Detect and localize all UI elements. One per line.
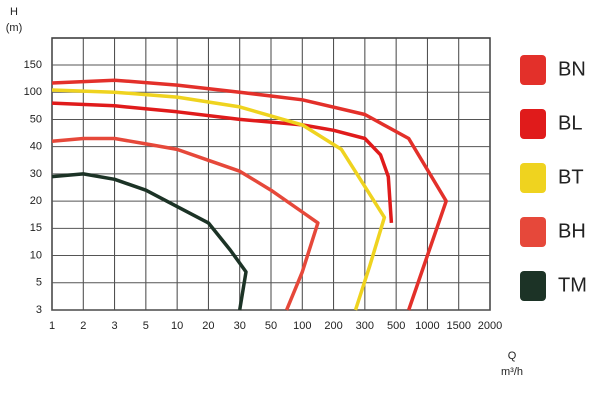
y-tick-label: 40 bbox=[30, 141, 42, 153]
x-tick-label: 10 bbox=[171, 320, 183, 332]
legend-label: TM bbox=[558, 274, 587, 296]
x-tick-label: 1 bbox=[49, 320, 55, 332]
legend-swatch bbox=[520, 217, 546, 247]
x-tick-label: 500 bbox=[387, 320, 405, 332]
curve bbox=[51, 101, 394, 224]
y-tick-label: 10 bbox=[30, 249, 42, 261]
x-tick-label: 30 bbox=[234, 320, 246, 332]
y-tick-label: 15 bbox=[30, 222, 42, 234]
curve bbox=[51, 88, 387, 311]
legend-swatch bbox=[520, 109, 546, 139]
y-tick-label: 30 bbox=[30, 168, 42, 180]
legend-swatch bbox=[520, 271, 546, 301]
x-tick-label: 2000 bbox=[478, 320, 502, 332]
y-tick-label: 100 bbox=[24, 86, 42, 98]
curve bbox=[51, 172, 248, 311]
x-tick-label: 200 bbox=[324, 320, 342, 332]
x-axis-label: Q bbox=[508, 350, 517, 362]
y-axis-label: H bbox=[10, 6, 18, 18]
legend-swatch bbox=[520, 55, 546, 85]
x-tick-label: 1000 bbox=[415, 320, 439, 332]
y-axis-unit: (m) bbox=[6, 22, 23, 34]
curve bbox=[51, 78, 448, 311]
y-tick-label: 5 bbox=[36, 277, 42, 289]
y-tick-label: 150 bbox=[24, 59, 42, 71]
y-tick-label: 50 bbox=[30, 113, 42, 125]
x-tick-label: 50 bbox=[265, 320, 277, 332]
legend-label: BL bbox=[558, 112, 582, 134]
x-tick-label: 2 bbox=[80, 320, 86, 332]
legend-label: BN bbox=[558, 58, 586, 80]
curve bbox=[51, 136, 320, 311]
x-tick-label: 5 bbox=[143, 320, 149, 332]
legend-label: BT bbox=[558, 166, 584, 188]
x-tick-label: 3 bbox=[112, 320, 118, 332]
legend-label: BH bbox=[558, 220, 586, 242]
legend-swatch bbox=[520, 163, 546, 193]
x-tick-label: 100 bbox=[293, 320, 311, 332]
x-tick-label: 20 bbox=[202, 320, 214, 332]
x-tick-label: 1500 bbox=[446, 320, 470, 332]
y-tick-label: 20 bbox=[30, 195, 42, 207]
y-tick-label: 3 bbox=[36, 304, 42, 316]
x-tick-label: 300 bbox=[356, 320, 374, 332]
x-axis-unit: m³/h bbox=[501, 366, 523, 378]
